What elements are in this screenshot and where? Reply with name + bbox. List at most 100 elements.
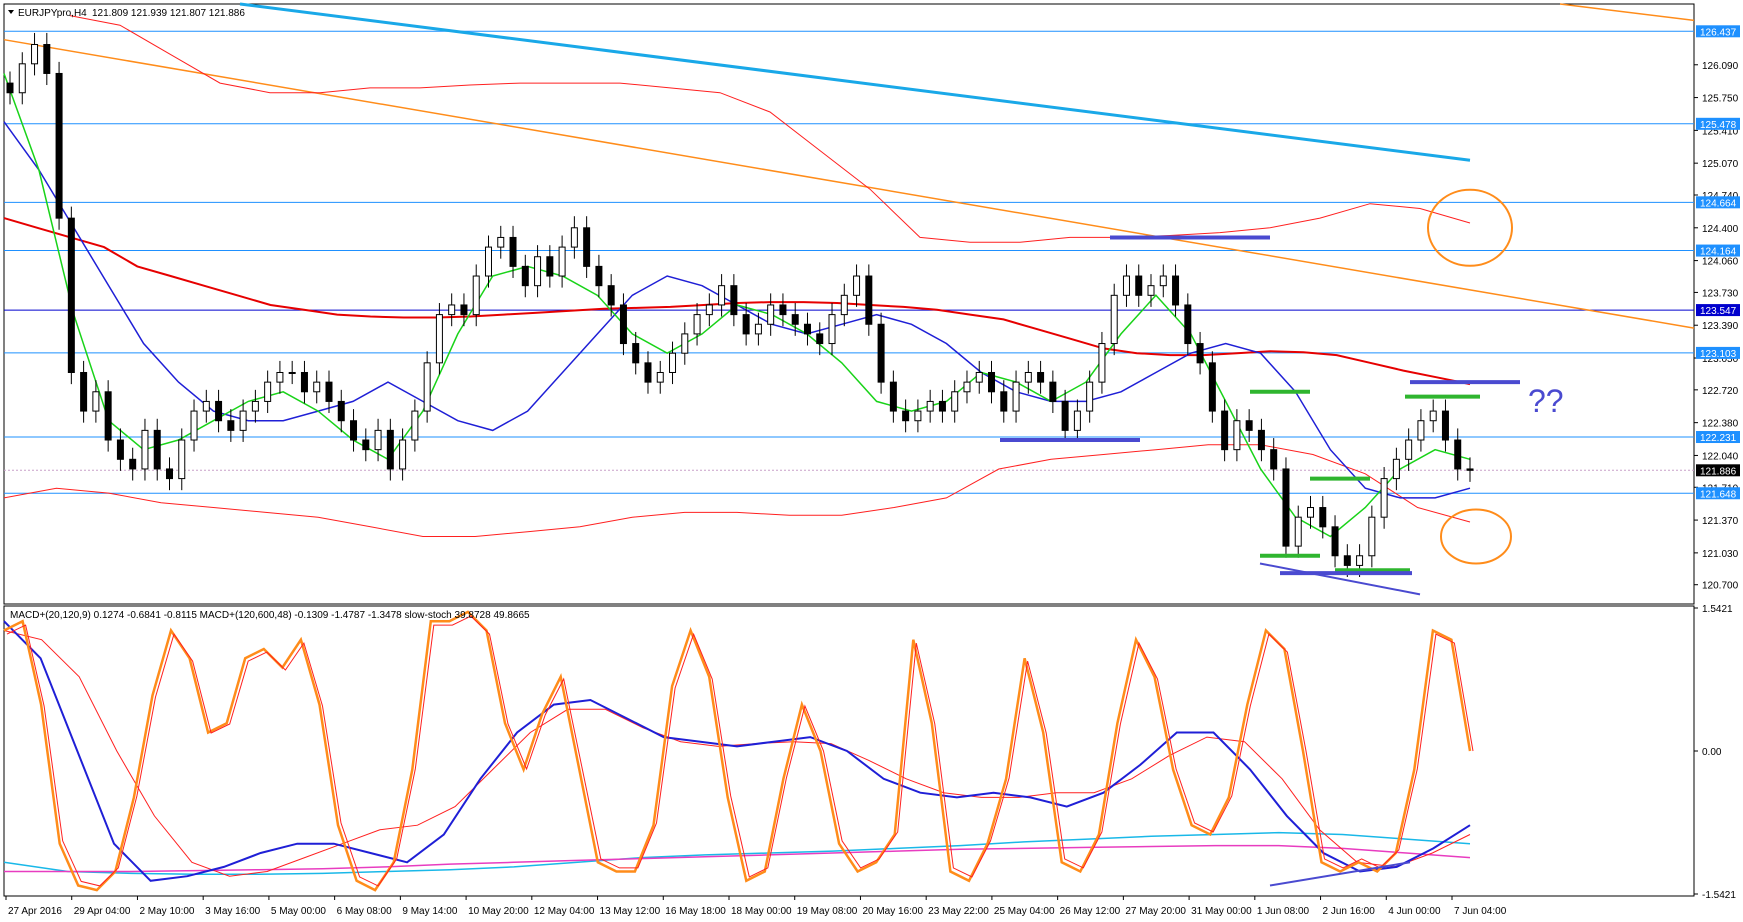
candle-body	[129, 458, 137, 470]
time-tick-label: 5 May 00:00	[271, 906, 326, 917]
time-tick-label: 6 May 08:00	[337, 906, 392, 917]
candle-body	[730, 285, 738, 316]
candle-body	[337, 400, 345, 422]
candle-body	[705, 304, 713, 316]
trend-lines	[3, 2, 1695, 329]
candle-body	[288, 371, 296, 374]
level-label: 123.103	[1700, 349, 1737, 360]
candle-body	[1356, 555, 1364, 566]
candle-body	[227, 420, 235, 431]
candle-body	[1233, 420, 1241, 451]
level-label-box	[1696, 431, 1740, 444]
candle-body	[828, 314, 836, 345]
time-tick-label: 27 Apr 2016	[8, 906, 62, 917]
candle-body	[1024, 371, 1032, 383]
candle-body	[6, 82, 14, 94]
time-tick-label: 4 Jun 00:00	[1388, 906, 1441, 917]
stochastic-line	[3, 610, 1472, 892]
candle-body	[1307, 507, 1315, 518]
candle-body	[165, 468, 173, 480]
candle-body	[767, 304, 775, 325]
candle-body	[951, 391, 959, 412]
oscillator-header: MACD+(20,120,9) 0.1274 -0.6841 -0.8115 M…	[10, 610, 530, 621]
time-tick-label: 10 May 20:00	[468, 906, 529, 917]
time-tick-label: 9 May 14:00	[402, 906, 457, 917]
candle-body	[1319, 507, 1327, 528]
candle-body	[693, 314, 701, 335]
candle-body	[215, 400, 223, 422]
candle-body	[116, 439, 124, 460]
level-label: 124.664	[1700, 198, 1737, 209]
osc-tick-label: 0.00	[1702, 747, 1722, 758]
dropdown-triangle-icon[interactable]	[8, 10, 14, 14]
time-tick-label: 2 Jun 16:00	[1323, 906, 1376, 917]
candle-body	[681, 333, 689, 354]
candle-body	[239, 410, 247, 431]
question-annotation: ??	[1528, 383, 1564, 419]
candle-body	[67, 217, 75, 373]
macd-line	[3, 620, 1471, 882]
candle-body	[754, 323, 762, 335]
candle-body	[178, 439, 186, 480]
candle-body	[1000, 391, 1008, 412]
candle-body	[1184, 304, 1192, 345]
candle-body	[718, 285, 726, 306]
time-tick-label: 3 May 16:00	[205, 906, 260, 917]
candle-body	[1086, 381, 1094, 412]
candle-body	[399, 439, 407, 470]
candle-body	[362, 439, 370, 451]
candle-body	[865, 275, 873, 325]
highlight-circle	[1427, 188, 1513, 267]
price-axis: 126.090125.750125.410125.070124.740124.4…	[1694, 25, 1740, 592]
price-tick-label: 120.700	[1702, 581, 1739, 592]
candle-body	[619, 304, 627, 345]
candle-body	[889, 381, 897, 412]
price-tick-label: 122.040	[1702, 451, 1739, 462]
candle-body	[423, 362, 431, 412]
current-price-label: 121.886	[1700, 466, 1737, 477]
candle-body	[325, 381, 333, 402]
price-tick-label: 126.090	[1702, 61, 1739, 72]
oscillator-divergence-line	[1269, 861, 1411, 887]
time-tick-label: 25 May 04:00	[994, 906, 1055, 917]
price-tick-label: 124.400	[1702, 224, 1739, 235]
candle-body	[190, 410, 198, 441]
level-label: 125.478	[1700, 120, 1737, 131]
candle-body	[595, 265, 603, 287]
candle-body	[386, 429, 394, 470]
candle-body	[521, 265, 529, 287]
osc-tick-label: 1.5421	[1702, 604, 1733, 615]
time-tick-label: 27 May 20:00	[1125, 906, 1186, 917]
candle-body	[938, 400, 946, 412]
time-tick-label: 26 May 12:00	[1060, 906, 1121, 917]
candle-body	[1441, 410, 1449, 441]
candle-body	[276, 371, 284, 383]
level-label: 126.437	[1700, 27, 1737, 38]
candle-body	[251, 400, 259, 412]
candle-body	[534, 256, 542, 287]
candle-body	[435, 314, 443, 364]
time-tick-label: 20 May 16:00	[862, 906, 923, 917]
orange-trendline-upper	[1559, 3, 1695, 22]
candle-body	[570, 227, 578, 248]
candle-body	[153, 429, 161, 470]
macd-signal-line	[3, 630, 1471, 877]
ohlc-header: 121.809 121.939 121.807 121.886	[92, 8, 245, 19]
level-label: 123.547	[1700, 306, 1737, 317]
level-label-box	[1696, 244, 1740, 257]
candle-body	[607, 285, 615, 306]
level-label-box	[1696, 196, 1740, 209]
stochastic-signal-line	[6, 615, 1474, 887]
chart-title: EURJPYpro,H4	[18, 8, 87, 19]
candle-body	[779, 304, 787, 316]
candle-body	[1245, 420, 1253, 431]
candle-body	[1429, 410, 1437, 422]
upper-band-line	[69, 15, 1471, 243]
candle-body	[472, 275, 480, 316]
candle-body	[914, 410, 922, 422]
candle-body	[202, 400, 210, 412]
candle-body	[1172, 275, 1180, 306]
candle-body	[926, 400, 934, 412]
long-macd-magenta-line	[4, 844, 1471, 873]
